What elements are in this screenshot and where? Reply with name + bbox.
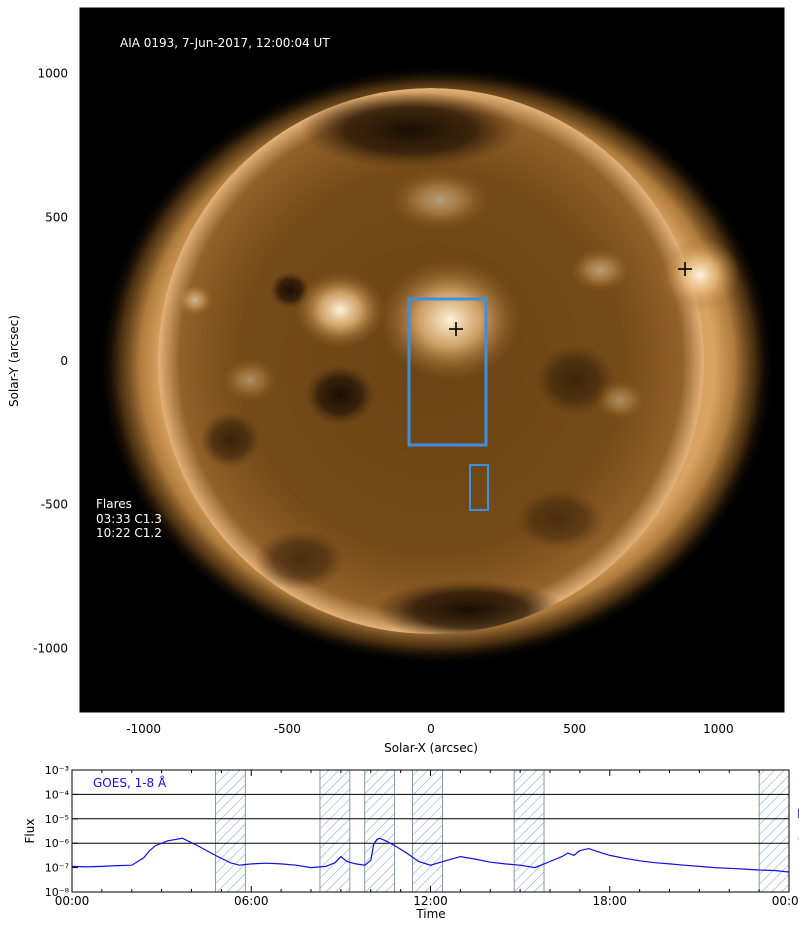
time-tick-label: 12:00 <box>413 894 448 908</box>
limb-marker-cross <box>678 262 692 276</box>
image-frame <box>79 7 785 713</box>
flare-entry-2: 10:22 C1.2 <box>96 526 162 540</box>
goes-legend: GOES, 1-8 Å <box>93 775 167 790</box>
x-tick-label: -500 <box>274 722 301 736</box>
x-tick-label: -1000 <box>126 722 161 736</box>
class-label-m: M <box>797 807 799 821</box>
flare-interval <box>319 769 351 893</box>
y-tick-label: 0 <box>60 354 68 368</box>
time-tick-label: 00:00 <box>772 894 799 908</box>
flux-tick-label: 10⁻³ <box>45 764 69 777</box>
time-tick-label: 00:00 <box>55 894 90 908</box>
goes-x-axis-label: Time <box>415 907 445 921</box>
y-tick-label: -500 <box>41 498 68 512</box>
goes-y-axis-label: Flux <box>23 819 37 844</box>
goes-flux-curve <box>71 837 790 873</box>
flare-marker-cross <box>449 322 463 336</box>
time-tick-label: 18:00 <box>592 894 627 908</box>
y-tick-label: 500 <box>45 210 68 224</box>
flare-interval <box>364 769 396 893</box>
image-axes: -1000 -500 0 500 1000 1000 500 0 -500 -1000 <box>33 8 784 736</box>
x-tick-label: 500 <box>563 722 586 736</box>
goes-axes: 00:00 06:00 12:00 18:00 00:00 10⁻³ 10⁻⁴ 10⁻⁵ 10⁻… <box>45 764 799 908</box>
flare-entry-1: 03:33 C1.3 <box>96 512 162 526</box>
flux-tick-label: 10⁻⁵ <box>45 813 69 826</box>
x-tick-label: 0 <box>427 722 435 736</box>
time-tick-label: 06:00 <box>234 894 269 908</box>
goes-panel: 00:00 06:00 12:00 18:00 00:00 10⁻³ 10⁻⁴ 10⁻⁵ 10⁻… <box>23 764 799 921</box>
solar-image-panel: AIA 0193, 7-Jun-2017, 12:00:04 UT Flares… <box>7 7 785 755</box>
region-box-small <box>469 464 489 511</box>
solar-disk <box>158 88 704 634</box>
y-tick-label: -1000 <box>33 641 68 655</box>
flux-tick-label: 10⁻⁸ <box>45 886 70 899</box>
flux-tick-label: 10⁻⁷ <box>45 862 69 875</box>
flare-interval <box>513 769 545 893</box>
flux-tick-label: 10⁻⁴ <box>45 788 70 801</box>
image-x-axis-label: Solar-X (arcsec) <box>384 741 478 755</box>
region-box-large <box>407 297 488 447</box>
image-y-axis-label: Solar-Y (arcsec) <box>7 315 21 407</box>
x-tick-label: 1000 <box>703 722 734 736</box>
flares-heading: Flares <box>96 497 132 511</box>
limb-bright-spot <box>660 237 740 313</box>
image-title: AIA 0193, 7-Jun-2017, 12:00:04 UT <box>120 36 330 50</box>
flare-interval <box>412 769 443 893</box>
flux-tick-label: 10⁻⁶ <box>45 837 70 850</box>
flare-interval <box>214 769 246 893</box>
y-tick-label: 1000 <box>37 67 68 81</box>
flare-interval <box>758 769 790 893</box>
